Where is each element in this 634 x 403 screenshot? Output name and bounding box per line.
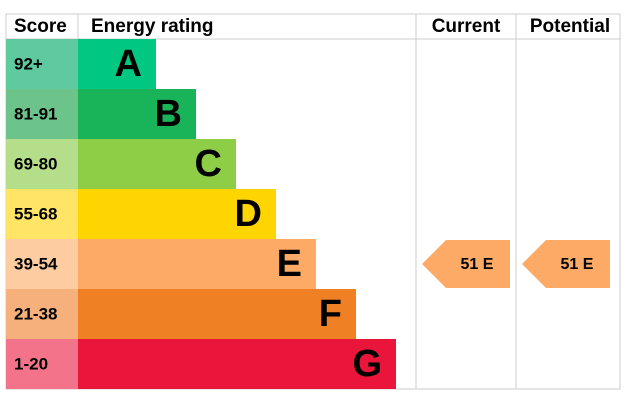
- header-rating: Energy rating: [91, 16, 213, 37]
- rating-letter: G: [352, 343, 382, 385]
- potential-label: 51 E: [561, 256, 594, 273]
- rating-letter: B: [155, 93, 182, 135]
- current-label: 51 E: [461, 256, 494, 273]
- rating-bar: [78, 139, 236, 189]
- score-label: 55-68: [14, 204, 57, 223]
- score-cell: [6, 139, 78, 189]
- score-label: 69-80: [14, 154, 57, 173]
- rating-bar: [78, 289, 356, 339]
- rating-letter: E: [277, 243, 302, 285]
- current-arrow: [422, 240, 510, 288]
- rating-bar: [78, 89, 196, 139]
- score-cell: [6, 39, 78, 89]
- score-label: 81-91: [14, 104, 57, 123]
- rating-letter: C: [195, 143, 222, 185]
- score-cell: [6, 339, 78, 389]
- header-potential: Potential: [530, 16, 610, 37]
- rating-bar: [78, 339, 396, 389]
- score-cell: [6, 239, 78, 289]
- rating-letter: D: [235, 193, 262, 235]
- score-cell: [6, 189, 78, 239]
- rating-letter: A: [115, 43, 142, 85]
- header-current: Current: [432, 16, 501, 37]
- rating-letter: F: [319, 293, 342, 335]
- score-label: 21-38: [14, 304, 57, 323]
- score-label: 1-20: [14, 354, 48, 373]
- score-cell: [6, 289, 78, 339]
- score-label: 92+: [14, 54, 43, 73]
- potential-arrow: [522, 240, 610, 288]
- rating-bar: [78, 39, 156, 89]
- score-cell: [6, 89, 78, 139]
- rating-bar: [78, 239, 316, 289]
- rating-bar: [78, 189, 276, 239]
- header-score: Score: [14, 16, 67, 37]
- score-label: 39-54: [14, 254, 58, 273]
